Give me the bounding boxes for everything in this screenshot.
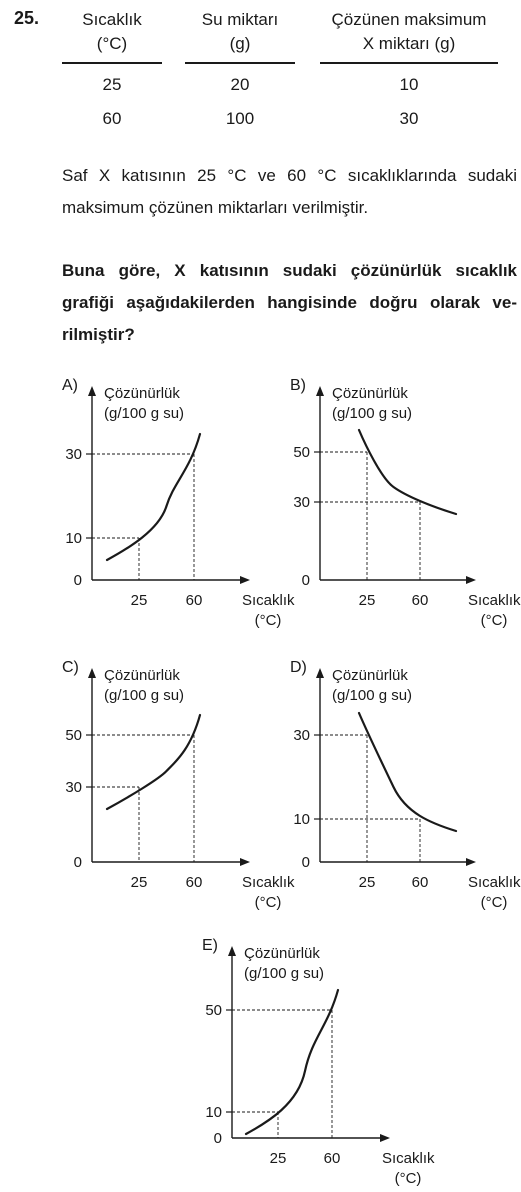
header-line: Sıcaklık — [82, 10, 142, 29]
table-header-water: Su miktarı (g) — [185, 8, 295, 56]
x-axis-label: Sıcaklık — [468, 874, 521, 891]
y-tick-label: 10 — [293, 811, 310, 828]
header-unit: (°C) — [96, 34, 128, 53]
header-line: Çözünen maksimum — [331, 10, 487, 29]
y-tick-label: 30 — [293, 727, 310, 744]
table-cell: 20 — [230, 75, 250, 94]
x-tick-label: 60 — [412, 592, 429, 609]
table-divider — [185, 62, 295, 64]
y-tick-label: 10 — [205, 1104, 222, 1121]
header-unit: (g) — [229, 34, 251, 53]
prompt-line: rilmiştir? — [62, 325, 135, 344]
table-cell: 30 — [399, 109, 419, 128]
y-axis-arrow — [88, 386, 96, 396]
table-cell: 60 — [102, 109, 122, 128]
x-axis-label: Sıcaklık — [468, 592, 521, 609]
option-label: D) — [290, 659, 307, 676]
y-axis-arrow — [316, 386, 324, 396]
x-axis-arrow — [240, 576, 250, 584]
y-tick-label: 0 — [302, 854, 310, 871]
header-line: Su miktarı — [201, 10, 279, 29]
x-axis-unit: (°C) — [395, 1170, 422, 1187]
y-axis-unit: (g/100 g su) — [332, 405, 412, 422]
y-tick-label: 30 — [293, 494, 310, 511]
prompt-line: Buna göre, X katısının sudaki çözünürlük… — [62, 261, 517, 280]
y-tick-label: 0 — [302, 572, 310, 589]
header-unit: X miktarı (g) — [362, 34, 456, 53]
x-axis-unit: (°C) — [255, 894, 282, 911]
x-tick-label: 25 — [131, 874, 148, 891]
y-tick-label: 10 — [65, 530, 82, 547]
y-axis-unit: (g/100 g su) — [104, 405, 184, 422]
y-tick-label: 50 — [65, 727, 82, 744]
solubility-curve — [244, 988, 340, 1136]
graph-option-a: A) Çözünürlük (g/100 g su) Sıcaklık (°C) 30 10… — [62, 377, 295, 629]
y-tick-label: 30 — [65, 779, 82, 796]
statement-line: Saf X katısının 25 °C ve 60 °C sıcaklıkl… — [62, 166, 517, 185]
x-axis-arrow — [380, 1134, 390, 1142]
question-number: 25. — [14, 8, 40, 28]
option-label: A) — [62, 377, 78, 394]
question-prompt: Buna göre, X katısının sudaki çözünürlük… — [62, 255, 517, 351]
graph-option-e: E) Çözünürlük (g/100 g su) Sıcaklık (°C) 50 10… — [202, 937, 435, 1187]
solubility-curve — [357, 428, 458, 516]
y-axis-label: Çözünürlük — [332, 385, 408, 402]
table-cell: 25 — [102, 75, 122, 94]
option-label: B) — [290, 377, 306, 394]
x-tick-label: 60 — [412, 874, 429, 891]
statement-line: maksimum çözünen miktarları verilmiştir. — [62, 198, 369, 217]
solubility-curve — [357, 711, 458, 833]
graph-option-c: C) Çözünürlük (g/100 g su) Sıcaklık (°C) 50 30… — [62, 659, 295, 911]
x-tick-label: 25 — [131, 592, 148, 609]
y-tick-label: 0 — [74, 854, 82, 871]
x-axis-unit: (°C) — [481, 894, 508, 911]
y-tick-label: 30 — [65, 446, 82, 463]
x-axis-unit: (°C) — [255, 612, 282, 629]
x-tick-label: 25 — [359, 874, 376, 891]
y-axis-label: Çözünürlük — [104, 667, 180, 684]
x-axis-unit: (°C) — [481, 612, 508, 629]
graph-option-d: D) Çözünürlük (g/100 g su) Sıcaklık (°C) 30 10… — [290, 659, 521, 911]
option-label: C) — [62, 659, 79, 676]
question-statement: Saf X katısının 25 °C ve 60 °C sıcaklıkl… — [62, 160, 517, 224]
y-axis-arrow — [316, 668, 324, 678]
table-header-solute: Çözünen maksimum X miktarı (g) — [318, 8, 500, 56]
table-cell: 100 — [225, 109, 255, 128]
y-tick-label: 0 — [214, 1130, 222, 1147]
y-tick-label: 0 — [74, 572, 82, 589]
x-axis-arrow — [466, 858, 476, 866]
y-axis-label: Çözünürlük — [332, 667, 408, 684]
prompt-line: grafiği aşağıdakilerden hangisinde doğru… — [62, 293, 517, 312]
table-header-temperature: Sıcaklık (°C) — [62, 8, 162, 56]
x-tick-label: 60 — [186, 874, 203, 891]
y-axis-label: Çözünürlük — [244, 945, 320, 962]
graph-option-b: B) Çözünürlük (g/100 g su) Sıcaklık (°C) 50 30… — [290, 377, 521, 629]
option-label: E) — [202, 937, 218, 954]
x-tick-label: 60 — [324, 1150, 341, 1167]
table-cell: 10 — [399, 75, 419, 94]
y-tick-label: 50 — [205, 1002, 222, 1019]
x-axis-label: Sıcaklık — [382, 1150, 435, 1167]
table-divider — [320, 62, 498, 64]
x-tick-label: 60 — [186, 592, 203, 609]
y-axis-unit: (g/100 g su) — [244, 965, 324, 982]
table-divider — [62, 62, 162, 64]
x-tick-label: 25 — [270, 1150, 287, 1167]
x-tick-label: 25 — [359, 592, 376, 609]
y-tick-label: 50 — [293, 444, 310, 461]
y-axis-arrow — [228, 946, 236, 956]
y-axis-arrow — [88, 668, 96, 678]
y-axis-unit: (g/100 g su) — [332, 687, 412, 704]
x-axis-arrow — [466, 576, 476, 584]
x-axis-label: Sıcaklık — [242, 874, 295, 891]
solubility-curve — [105, 713, 202, 811]
solubility-curve — [105, 432, 202, 562]
x-axis-arrow — [240, 858, 250, 866]
y-axis-unit: (g/100 g su) — [104, 687, 184, 704]
x-axis-label: Sıcaklık — [242, 592, 295, 609]
y-axis-label: Çözünürlük — [104, 385, 180, 402]
